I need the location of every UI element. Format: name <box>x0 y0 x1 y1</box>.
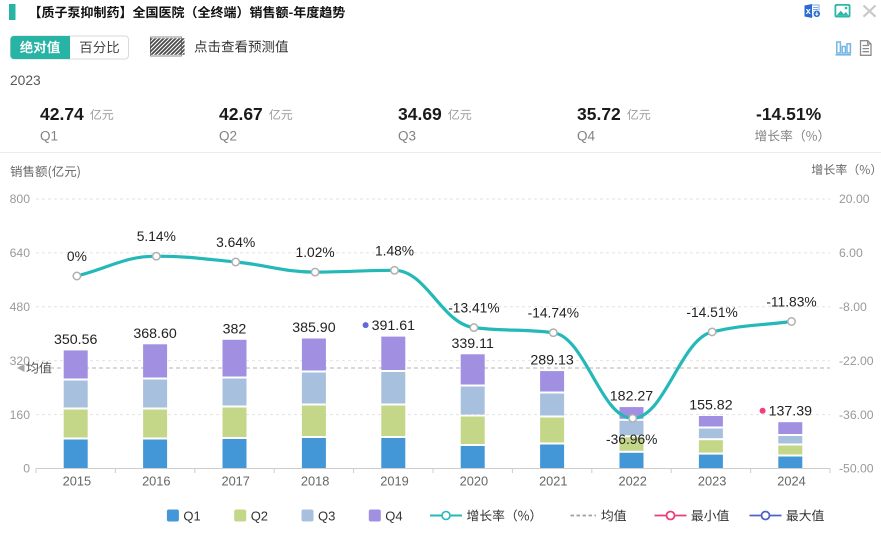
svg-text:Q3: Q3 <box>398 129 416 144</box>
svg-text:35.72: 35.72 <box>577 104 621 124</box>
svg-text:-14.51%: -14.51% <box>756 104 822 124</box>
svg-text:34.69: 34.69 <box>398 104 442 124</box>
svg-text:Q3: Q3 <box>318 508 335 523</box>
svg-text:480: 480 <box>10 300 31 314</box>
svg-text:155.82: 155.82 <box>689 398 733 414</box>
svg-text:391.61: 391.61 <box>372 318 416 334</box>
svg-text:x: x <box>806 6 811 16</box>
svg-text:2016: 2016 <box>142 474 170 489</box>
svg-text:-36.00: -36.00 <box>839 408 874 422</box>
svg-text:-22.00: -22.00 <box>839 354 874 368</box>
svg-text:Q1: Q1 <box>40 129 58 144</box>
svg-text:-11.83%: -11.83% <box>766 295 816 310</box>
svg-text:42.67: 42.67 <box>219 104 263 124</box>
svg-text:1.02%: 1.02% <box>296 245 335 260</box>
svg-text:289.13: 289.13 <box>530 353 574 369</box>
svg-text:Q2: Q2 <box>219 129 237 144</box>
svg-text:2023: 2023 <box>10 73 41 88</box>
svg-text:2018: 2018 <box>301 474 329 489</box>
svg-text:339.11: 339.11 <box>452 336 494 352</box>
svg-text:-14.74%: -14.74% <box>528 306 579 321</box>
svg-text:Q1: Q1 <box>183 508 200 523</box>
svg-text:368.60: 368.60 <box>133 326 177 342</box>
svg-text:0%: 0% <box>67 249 87 264</box>
svg-text:350.56: 350.56 <box>54 332 98 348</box>
svg-text:2024: 2024 <box>777 474 805 489</box>
svg-text:2021: 2021 <box>539 474 567 489</box>
svg-text:2019: 2019 <box>380 474 408 489</box>
svg-text:2022: 2022 <box>618 474 646 489</box>
svg-text:382: 382 <box>223 321 247 337</box>
svg-text:2015: 2015 <box>63 474 91 489</box>
svg-text:-13.41%: -13.41% <box>448 301 499 316</box>
svg-text:160: 160 <box>10 408 31 422</box>
svg-text:-36.96%: -36.96% <box>606 432 657 447</box>
svg-text:-50.00: -50.00 <box>839 462 874 476</box>
svg-text:Q4: Q4 <box>577 129 596 144</box>
svg-text:182.27: 182.27 <box>610 389 654 405</box>
svg-text:6.00: 6.00 <box>839 246 863 260</box>
svg-text:-14.51%: -14.51% <box>686 305 737 320</box>
svg-text:Q4: Q4 <box>385 508 402 523</box>
svg-text:1.48%: 1.48% <box>375 243 414 258</box>
svg-text:2023: 2023 <box>698 474 726 489</box>
svg-text:320: 320 <box>10 354 31 368</box>
svg-text:Q2: Q2 <box>251 508 268 523</box>
svg-text:2017: 2017 <box>221 474 249 489</box>
svg-text:42.74: 42.74 <box>40 104 84 124</box>
svg-text:385.90: 385.90 <box>292 320 336 336</box>
svg-text:20.00: 20.00 <box>839 192 870 206</box>
svg-text:800: 800 <box>10 192 31 206</box>
svg-text:-8.00: -8.00 <box>839 300 867 314</box>
svg-text:0: 0 <box>23 462 30 476</box>
svg-text:5.14%: 5.14% <box>137 229 176 244</box>
svg-text:640: 640 <box>10 246 31 260</box>
svg-text:3.64%: 3.64% <box>216 235 255 250</box>
svg-text:137.39: 137.39 <box>769 404 813 420</box>
svg-text:2020: 2020 <box>460 474 488 489</box>
